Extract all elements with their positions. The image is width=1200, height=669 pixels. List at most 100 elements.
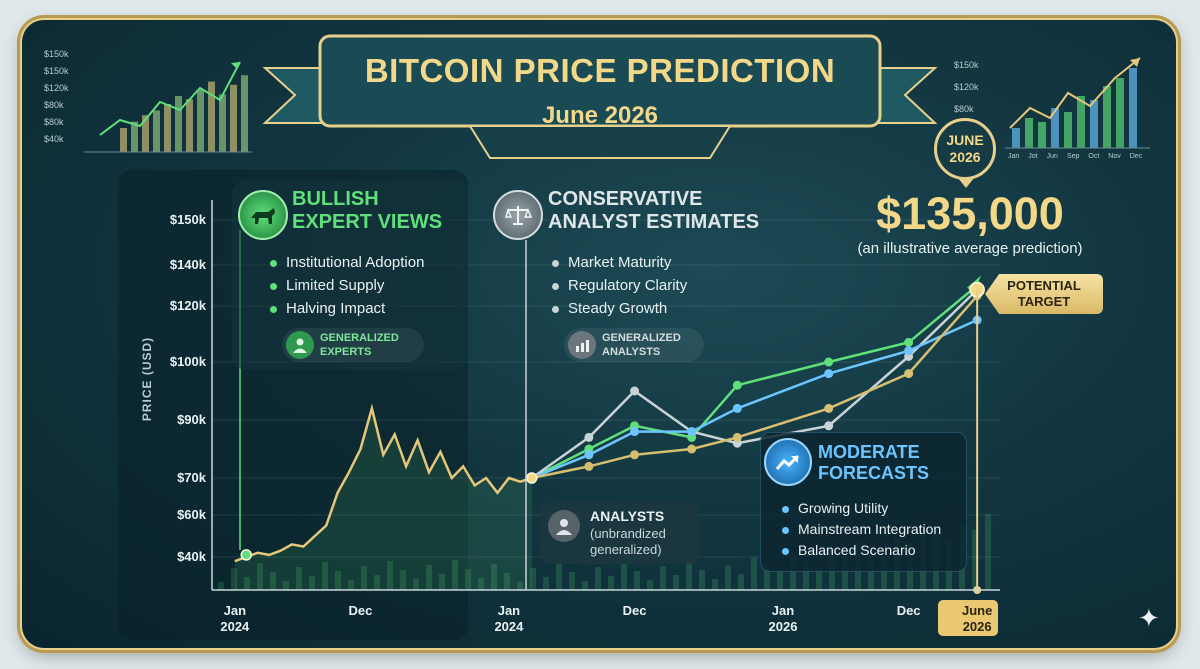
moderate-title: MODERATE FORECASTS [818, 442, 930, 483]
series-point [630, 427, 640, 437]
list-item: Limited Supply [270, 274, 424, 297]
x-tick-label: Dec [622, 603, 647, 618]
series-point [630, 450, 640, 460]
volume-bar [816, 567, 822, 590]
y-tick-label: $90k [177, 412, 206, 427]
volume-bar [751, 557, 757, 590]
conservative-list: Market Maturity Regulatory Clarity Stead… [552, 251, 687, 320]
series-line [531, 284, 978, 480]
prediction-note: (an illustrative average prediction) [857, 240, 1083, 257]
volume-bar [439, 574, 445, 590]
mini-bar [1103, 86, 1111, 148]
mini-bar [1051, 108, 1059, 148]
volume-bar [322, 562, 328, 590]
series-point [904, 337, 914, 347]
volume-bar [283, 581, 289, 590]
analyst-person-icon [548, 510, 580, 542]
volume-bar [257, 563, 263, 590]
volume-bar [309, 576, 315, 590]
volume-bar [699, 570, 705, 590]
mini-bar [1090, 100, 1098, 148]
marker-pivot [526, 472, 538, 484]
x-tick-label: Jan 2026 [768, 603, 798, 634]
volume-bar [270, 572, 276, 590]
mini-bar [219, 94, 226, 152]
series-point [584, 432, 594, 442]
y-tick-label: $140k [169, 257, 206, 272]
series-point [687, 427, 697, 437]
x-tick-label: Jan 2024 [220, 603, 250, 634]
series-point [584, 461, 594, 471]
volume-bar [673, 575, 679, 590]
mini-right-months: Jan Jot Jun Sep Oct Nov Dec [1008, 153, 1143, 160]
analysts-badge-title: ANALYSTS [590, 508, 665, 524]
mini-chart-right [1005, 57, 1150, 149]
volume-bar [387, 561, 393, 590]
volume-bar [634, 571, 640, 590]
bullish-list: Institutional Adoption Limited Supply Ha… [270, 251, 424, 320]
historical-area [234, 408, 532, 590]
volume-bar [660, 566, 666, 590]
y-tick-label: $150k [169, 212, 206, 227]
volume-bar [335, 571, 341, 590]
y-tick-label: $120k [169, 298, 206, 313]
volume-bar [582, 581, 588, 590]
mini-bar [1012, 128, 1020, 148]
volume-bar [530, 568, 536, 590]
volume-bar [296, 567, 302, 590]
y-tick-label: $40k [177, 549, 206, 564]
potential-target-tag: POTENTIAL TARGET [985, 274, 1103, 314]
y-tick-label: $100k [169, 354, 206, 369]
conservative-title: CONSERVATIVE ANALYST ESTIMATES [548, 188, 760, 233]
page-subtitle: June 2026 [541, 102, 659, 129]
mini-bar [241, 75, 248, 152]
volume-bar [361, 566, 367, 590]
volume-bar [452, 560, 458, 590]
list-item: Growing Utility [782, 498, 941, 519]
mini-chart-left [84, 61, 252, 153]
analysts-badge-note: (unbrandized generalized) [590, 526, 666, 557]
volume-bar [686, 561, 692, 590]
date-badge: JUNE 2026 [934, 118, 996, 180]
mini-right-ticks: $150k $120k $80k [954, 60, 979, 114]
volume-bar [556, 563, 562, 590]
list-item: Market Maturity [552, 251, 687, 274]
mini-bar [1129, 68, 1137, 148]
analysts-general-badge: GENERALIZED ANALYSTS [564, 328, 704, 362]
mini-bar [153, 110, 160, 152]
volume-bar [803, 560, 809, 590]
series-point [824, 421, 834, 431]
sparkle-icon: ✦ [1138, 604, 1160, 634]
volume-bar [725, 565, 731, 590]
marker-start [240, 549, 253, 561]
volume-bar [231, 568, 237, 590]
volume-bar [972, 530, 978, 590]
series-point [824, 357, 834, 367]
x-tick-label: Dec [896, 603, 921, 618]
page-title: BITCOIN PRICE PREDICTION [364, 52, 836, 89]
mini-bar [142, 115, 149, 152]
mini-bar [120, 128, 127, 152]
mini-bar [1064, 112, 1072, 148]
mini-bar [230, 84, 237, 152]
volume-bar [985, 513, 991, 590]
volume-bar [595, 567, 601, 590]
bar-chart-icon [568, 331, 596, 359]
volume-bar [426, 565, 432, 590]
experts-badge: GENERALIZED EXPERTS [282, 328, 424, 362]
mini-bar [1077, 96, 1085, 148]
series-point [824, 369, 834, 379]
volume-bar [374, 575, 380, 590]
prediction-value: $135,000 [876, 188, 1064, 239]
volume-bar [790, 554, 796, 590]
list-item: Regulatory Clarity [552, 274, 687, 297]
x-tick-label: June 2026 [961, 603, 993, 634]
mini-bar [208, 81, 215, 152]
bullish-title: BULLISH EXPERT VIEWS [292, 188, 443, 233]
series-point [732, 380, 742, 390]
list-item: Institutional Adoption [270, 251, 424, 274]
series-line [531, 288, 979, 480]
volume-bar [543, 577, 549, 590]
mini-bar [175, 96, 182, 152]
volume-bar [400, 570, 406, 590]
